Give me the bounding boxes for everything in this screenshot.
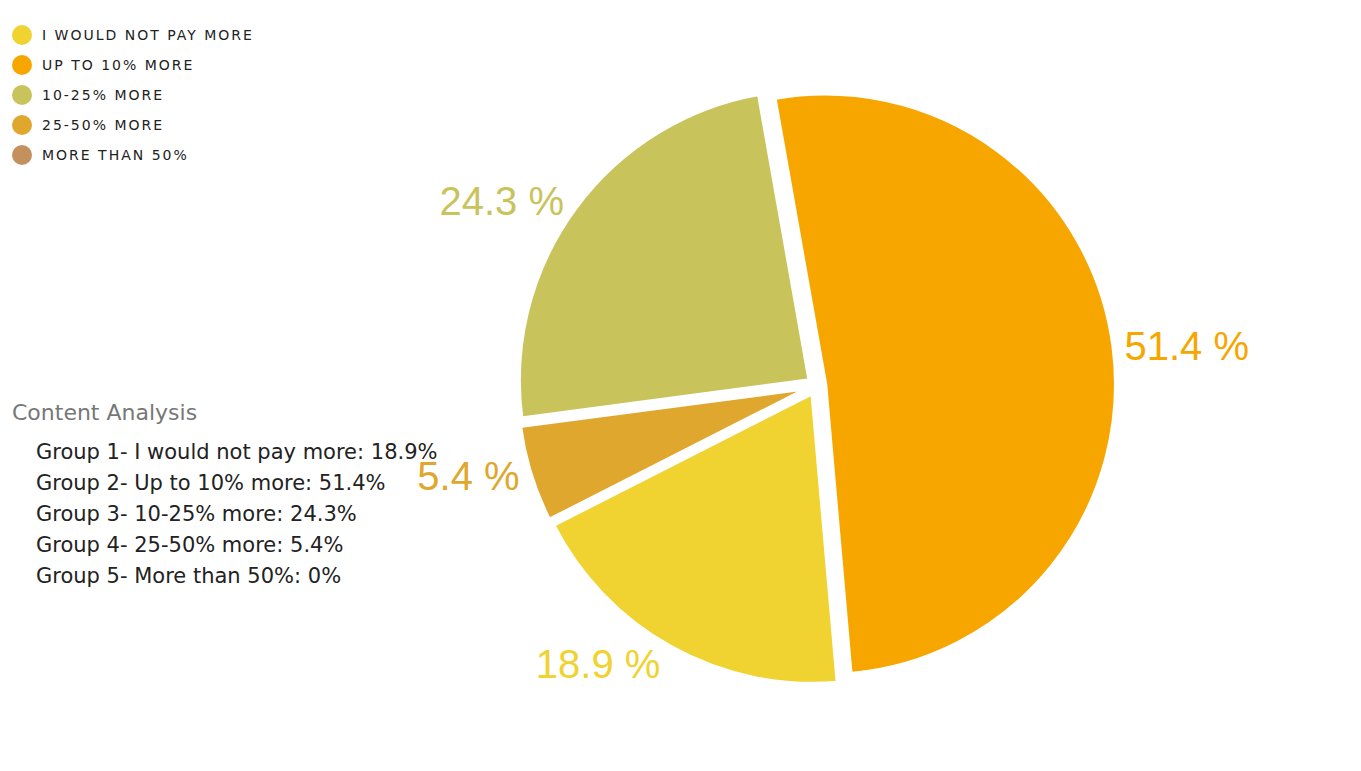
html-text:UP TO 10% MORE: UP TO 10% MORE: [42, 57, 195, 73]
html-text:Group 4- 25-50% more: 5.4%: Group 4- 25-50% more: 5.4%: [36, 533, 344, 557]
html-text:I WOULD NOT PAY MORE: I WOULD NOT PAY MORE: [42, 27, 254, 43]
svg-text:5.4 %: 5.4 %: [417, 454, 520, 499]
html-text:Group 5- More than 50%: 0%: Group 5- More than 50%: 0%: [36, 564, 342, 588]
html-text:Content Analysis: Content Analysis: [12, 400, 198, 425]
html-text:10-25% MORE: 10-25% MORE: [42, 87, 165, 103]
html-text:Group 3- 10-25% more: 24.3%: Group 3- 10-25% more: 24.3%: [36, 502, 357, 526]
html-text:Group 2- Up to 10% more: 51.4%: Group 2- Up to 10% more: 51.4%: [36, 471, 386, 495]
svg-text:24.3 %: 24.3 %: [440, 179, 565, 223]
html-text:25-50% MORE: 25-50% MORE: [42, 117, 165, 133]
html-text:MORE THAN 50%: MORE THAN 50%: [42, 147, 189, 163]
svg-text:18.9 %: 18.9 %: [536, 642, 661, 686]
svg-text:51.4 %: 51.4 %: [1124, 324, 1249, 368]
html-text:Group 1- I would not pay more:: Group 1- I would not pay more: 18.9%: [36, 440, 438, 464]
